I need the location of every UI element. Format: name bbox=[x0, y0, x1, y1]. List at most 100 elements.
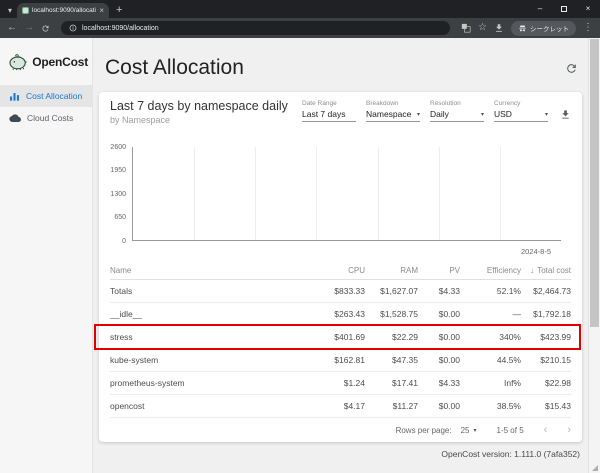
download-report-button[interactable] bbox=[560, 109, 571, 122]
address-bar[interactable]: localhost:9090/allocation bbox=[61, 21, 451, 35]
tab-title: localhost:9090/allocation bbox=[32, 7, 97, 14]
scrollbar bbox=[588, 38, 600, 473]
chevron-down-icon: ▾ bbox=[480, 111, 484, 118]
cloud-icon bbox=[9, 112, 21, 124]
cell-pv: $0.00 bbox=[438, 309, 460, 319]
chevron-down-icon: ▾ bbox=[416, 111, 420, 118]
card-titles: Last 7 days by namespace daily by Namesp… bbox=[110, 99, 288, 125]
cell-ram: $1,528.75 bbox=[380, 309, 418, 319]
column-header-efficiency[interactable]: Efficiency bbox=[486, 265, 521, 275]
table-body: Totals $833.33 $1,627.07 $4.33 52.1% $2,464.7… bbox=[94, 280, 581, 418]
next-page-button[interactable]: › bbox=[567, 424, 571, 436]
cell-name: prometheus-system bbox=[110, 378, 185, 388]
allocation-card: Last 7 days by namespace daily by Namesp… bbox=[94, 92, 582, 442]
cell-cpu: $263.43 bbox=[334, 309, 365, 319]
brand: OpenCost bbox=[0, 38, 92, 85]
table-row-prometheus-system: prometheus-system $1.24 $17.41 $4.33 Inf% $22… bbox=[110, 372, 571, 395]
maximize-button[interactable] bbox=[552, 0, 576, 18]
gridline bbox=[499, 147, 501, 240]
browser-tab[interactable]: localhost:9090/allocation × bbox=[17, 3, 109, 18]
chart-y-axis: 0 650 1300 1950 2600 bbox=[110, 143, 129, 245]
minimize-button[interactable]: – bbox=[537, 4, 543, 13]
incognito-label: シークレット bbox=[530, 26, 569, 33]
url-text: localhost:9090/allocation bbox=[82, 24, 159, 32]
chevron-down-icon: ▾ bbox=[544, 111, 548, 118]
tab-search-button[interactable]: ▾ bbox=[7, 6, 12, 15]
brand-name: OpenCost bbox=[32, 55, 88, 69]
cell-ram: $11.27 bbox=[392, 401, 418, 411]
browser-toolbar: ← → localhost:9090/allocation ☆ シークレット ⋮ bbox=[0, 18, 600, 38]
site-info-icon[interactable] bbox=[69, 24, 77, 32]
gridline bbox=[438, 147, 440, 240]
column-header-ram[interactable]: RAM bbox=[400, 265, 418, 275]
cell-total: $423.99 bbox=[540, 332, 571, 342]
cell-efficiency: 52.1% bbox=[496, 286, 521, 296]
sidebar-item-label: Cloud Costs bbox=[27, 113, 74, 123]
cell-name: kube-system bbox=[110, 355, 159, 365]
cell-ram: $1,627.07 bbox=[380, 286, 418, 296]
sort-descending-icon: ↓ bbox=[530, 265, 535, 275]
reload-button[interactable] bbox=[41, 24, 50, 33]
filter-value: Daily bbox=[430, 109, 449, 119]
cell-name: __idle__ bbox=[110, 309, 143, 319]
column-header-cpu[interactable]: CPU bbox=[348, 265, 365, 275]
bar-chart-icon bbox=[9, 91, 20, 102]
sidebar-item-cost-allocation[interactable]: Cost Allocation bbox=[0, 85, 92, 107]
scrollbar-thumb[interactable] bbox=[590, 39, 599, 327]
cell-total: $15.43 bbox=[545, 401, 571, 411]
close-button[interactable]: × bbox=[585, 4, 591, 13]
filter-value: Namespace bbox=[366, 109, 412, 119]
cell-pv: $0.00 bbox=[438, 332, 460, 342]
back-button[interactable]: ← bbox=[7, 22, 17, 33]
gridline bbox=[316, 147, 318, 240]
filter-resolution[interactable]: Resolution Daily ▾ bbox=[430, 100, 484, 122]
tab-close-icon[interactable]: × bbox=[99, 6, 104, 15]
downloads-icon[interactable] bbox=[494, 23, 504, 33]
previous-page-button[interactable]: ‹ bbox=[543, 424, 548, 436]
main-area: Cost Allocation Last 7 days by namespace… bbox=[93, 38, 588, 473]
translate-icon[interactable] bbox=[461, 23, 471, 33]
column-header-pv[interactable]: PV bbox=[449, 265, 460, 275]
y-tick-label: 2600 bbox=[110, 143, 126, 151]
cell-cpu: $1.24 bbox=[343, 378, 365, 388]
sidebar-item-label: Cost Allocation bbox=[26, 91, 83, 101]
filter-label: Currency bbox=[494, 100, 521, 107]
cell-cpu: $401.69 bbox=[334, 332, 365, 342]
cell-cpu: $162.81 bbox=[334, 355, 365, 365]
card-subtitle: by Namespace bbox=[110, 115, 171, 125]
cell-name: opencost bbox=[110, 401, 145, 411]
filter-currency[interactable]: Currency USD ▾ bbox=[494, 100, 548, 122]
gridline bbox=[255, 147, 257, 240]
cell-efficiency: 38.5% bbox=[496, 401, 521, 411]
site-favicon-icon bbox=[22, 7, 29, 14]
page-header: Cost Allocation bbox=[99, 38, 582, 92]
forward-button[interactable]: → bbox=[24, 22, 34, 33]
filter-value: USD bbox=[494, 109, 512, 119]
column-header-name[interactable]: Name bbox=[110, 265, 132, 275]
window-controls: – × bbox=[528, 0, 600, 18]
filter-date-range[interactable]: Date Range Last 7 days bbox=[302, 100, 356, 122]
cell-total: $210.15 bbox=[540, 355, 571, 365]
cell-ram: $17.41 bbox=[392, 378, 418, 388]
page-content: OpenCost Cost Allocation Cloud Costs Cost… bbox=[0, 38, 588, 473]
y-tick-label: 0 bbox=[122, 237, 126, 245]
menu-kebab-icon[interactable]: ⋮ bbox=[583, 22, 593, 33]
incognito-icon bbox=[519, 25, 526, 31]
sidebar-item-cloud-costs[interactable]: Cloud Costs bbox=[0, 107, 92, 129]
column-header-total-cost[interactable]: ↓ Total cost bbox=[530, 265, 571, 275]
filter-bar: Date Range Last 7 days Breakdown Namespace ▾… bbox=[302, 99, 571, 122]
cell-total: $1,792.18 bbox=[533, 309, 571, 319]
new-tab-button[interactable]: + bbox=[116, 4, 123, 16]
filter-value: Last 7 days bbox=[302, 109, 346, 119]
table-row-stress: stress $401.69 $22.29 $0.00 340% $423.99 bbox=[94, 324, 581, 350]
refresh-button[interactable] bbox=[565, 62, 578, 75]
cell-pv: $4.33 bbox=[438, 286, 460, 296]
rows-per-page-select[interactable]: 25 ▾ bbox=[460, 425, 477, 435]
pagination: Rows per page: 25 ▾ 1-5 of 5 ‹ › bbox=[110, 418, 571, 442]
bookmark-star-icon[interactable]: ☆ bbox=[478, 22, 487, 33]
table-header-row: Name CPU RAM PV Efficiency ↓ Total cost bbox=[110, 261, 571, 280]
filter-breakdown[interactable]: Breakdown Namespace ▾ bbox=[366, 100, 420, 122]
tab-strip: ▾ localhost:9090/allocation × + – × bbox=[0, 0, 600, 18]
page-title: Cost Allocation bbox=[105, 56, 244, 79]
resize-corner bbox=[592, 465, 598, 471]
